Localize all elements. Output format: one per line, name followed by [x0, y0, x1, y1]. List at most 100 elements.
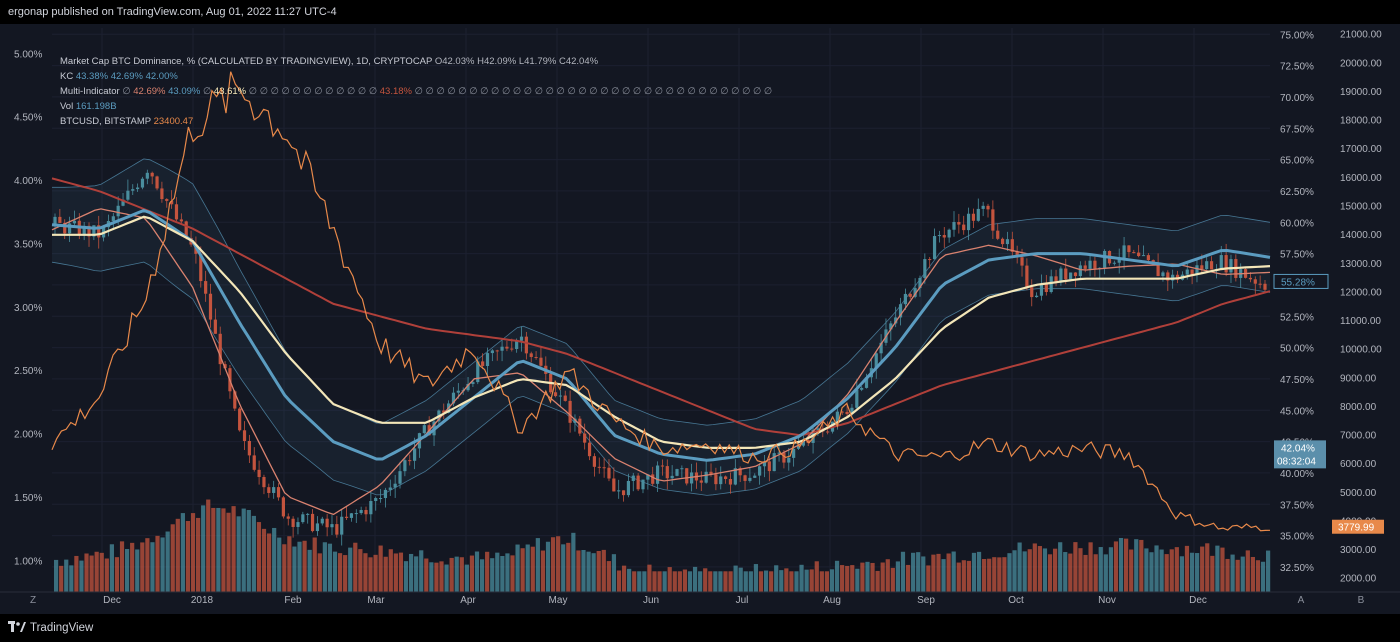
volume-bar: [343, 555, 348, 592]
btc-price-tag: [1332, 519, 1384, 534]
volume-bar: [1017, 542, 1022, 592]
candle-body: [291, 518, 295, 527]
candle-body: [495, 350, 499, 352]
chart-area[interactable]: 5.00% 4.50% 4.00% 3.50% 3.00% 2.50% 2.00% 1.50%…: [0, 24, 1400, 614]
candle-body: [855, 389, 859, 408]
volume-bar: [662, 571, 667, 592]
indicator-lines: [51, 71, 1271, 532]
mi-value-1: 42.69%: [133, 86, 166, 97]
legend-mi[interactable]: Multi-Indicator ∅ 42.69% 43.09% ∅ 43.61%…: [60, 86, 773, 97]
volume-bar: [1022, 551, 1027, 592]
price-tick-label: 21000.00: [1340, 30, 1382, 41]
volume-bar: [124, 549, 130, 592]
candle-body: [1200, 265, 1204, 270]
volume-bar: [1240, 556, 1245, 592]
candle-body: [97, 225, 101, 238]
volume-bar: [84, 553, 89, 592]
candle-body: [218, 333, 222, 365]
volume-bar: [307, 549, 312, 592]
volume-bar: [266, 533, 272, 592]
legend-btc[interactable]: BTCUSD, BITSTAMP 23400.47: [60, 114, 772, 129]
time-tick-label: Aug: [823, 595, 841, 606]
candle-body: [1195, 265, 1199, 275]
volume-bar: [378, 545, 383, 592]
candle-body: [592, 456, 596, 467]
candle-body: [354, 513, 358, 515]
volume-bar: [911, 552, 916, 592]
volume-bar: [479, 559, 485, 592]
volume-bar: [1255, 560, 1261, 592]
price-tick-label: 9000.00: [1340, 373, 1377, 384]
volume-bar: [135, 549, 140, 592]
candle-body: [607, 467, 611, 479]
volume-bar: [642, 571, 647, 592]
candle-body: [111, 216, 115, 221]
candle-body: [685, 468, 689, 484]
volume-bar: [976, 551, 982, 592]
time-axis: Dec 2018 Feb Mar Apr May Jun Jul Aug Sep Oct Nov Dec…: [0, 591, 1400, 606]
volume-bar: [586, 551, 591, 592]
legend-vol[interactable]: Vol 161.198B: [60, 99, 772, 114]
volume-bar: [860, 562, 865, 592]
volume-bar: [317, 553, 322, 592]
volume-bar: [114, 557, 120, 592]
candle-body: [422, 425, 426, 434]
candle-body: [378, 498, 383, 500]
candle-body: [1035, 295, 1039, 298]
candle-body: [558, 395, 562, 397]
candle-body: [92, 225, 96, 237]
publish-info: ergonap published on TradingView.com, Au…: [8, 6, 337, 18]
volume-bar: [703, 568, 708, 592]
chart-svg[interactable]: 5.00% 4.50% 4.00% 3.50% 3.00% 2.50% 2.00% 1.50%…: [0, 24, 1400, 614]
candle-body: [349, 513, 354, 518]
candle-body: [952, 222, 956, 230]
candle-body: [1253, 279, 1257, 284]
candle-body: [481, 361, 485, 366]
candle-body: [539, 357, 543, 366]
volume-bar: [814, 561, 819, 592]
time-tick-label: Jul: [736, 595, 749, 606]
tradingview-logo-icon[interactable]: [8, 621, 26, 636]
volume-bar: [312, 537, 317, 592]
volume-bar: [743, 571, 748, 592]
price-tick-label: 18000.00: [1340, 116, 1382, 127]
candle-body: [1044, 284, 1048, 293]
volume-bar: [1037, 546, 1042, 592]
ma-price-tag: [1273, 273, 1329, 289]
candle-body: [777, 452, 781, 454]
legend-close: C42.04%: [558, 56, 599, 67]
volume-bar: [591, 553, 596, 592]
candle-body: [835, 411, 839, 422]
candle-body: [660, 465, 665, 467]
volume-bar: [941, 559, 946, 592]
volume-bar: [1200, 546, 1205, 592]
candle-body: [932, 236, 937, 260]
volume-bar: [1134, 539, 1139, 592]
volume-bar: [890, 567, 895, 592]
legend-kc[interactable]: KC 43.38% 42.69% 42.00%: [60, 69, 772, 84]
candle-body: [1205, 261, 1209, 270]
volume-bar: [1179, 556, 1184, 592]
candle-body: [733, 468, 737, 485]
volume-bar: [819, 571, 824, 592]
volume-bar: [718, 571, 723, 592]
volume-bar: [165, 531, 170, 592]
volume-bar: [459, 557, 464, 592]
candle-body: [942, 235, 946, 238]
candle-body: [573, 418, 577, 423]
vol-label: Vol: [60, 101, 74, 112]
candle-body: [262, 477, 266, 488]
legend-main[interactable]: Market Cap BTC Dominance, % (CALCULATED …: [60, 54, 772, 69]
candle-body: [306, 513, 310, 515]
candle-body: [87, 225, 91, 237]
tradingview-brand[interactable]: TradingView: [30, 622, 94, 634]
volume-bar: [1149, 552, 1154, 592]
volume-bar: [753, 564, 759, 592]
volume-bar: [474, 551, 480, 592]
volume-bar: [54, 559, 59, 592]
candle-body: [1141, 255, 1146, 257]
candle-body: [646, 474, 650, 480]
volume-bar: [469, 555, 475, 592]
candle-body: [753, 475, 757, 478]
volume-bar: [875, 570, 880, 592]
